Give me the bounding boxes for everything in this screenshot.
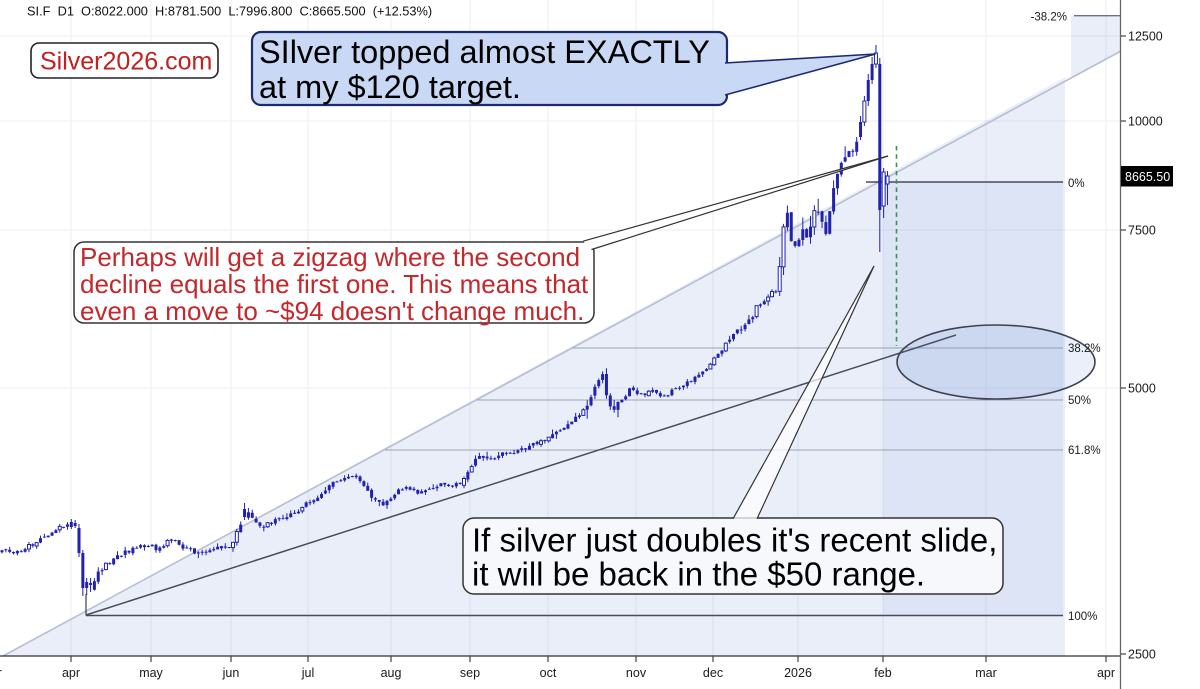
svg-text:apr: apr bbox=[62, 666, 80, 680]
svg-text:at my $120 target.: at my $120 target. bbox=[259, 69, 521, 105]
svg-text:nov: nov bbox=[626, 666, 647, 680]
svg-text:feb: feb bbox=[874, 666, 891, 680]
svg-text:apr: apr bbox=[1097, 666, 1115, 680]
svg-text:100%: 100% bbox=[1068, 611, 1097, 623]
svg-text:it will be back in the $50 ran: it will be back in the $50 range. bbox=[472, 556, 925, 593]
svg-text:-38.2%: -38.2% bbox=[1031, 12, 1067, 24]
svg-text:2500: 2500 bbox=[1128, 648, 1156, 662]
svg-text:8665.50: 8665.50 bbox=[1125, 170, 1170, 184]
svg-text:decline equals the first one.: decline equals the first one. This means… bbox=[80, 269, 589, 299]
svg-text:may: may bbox=[139, 666, 163, 680]
svg-text:If silver just doubles it's re: If silver just doubles it's recent slide… bbox=[472, 522, 997, 559]
svg-text:5000: 5000 bbox=[1128, 382, 1156, 396]
svg-text:61.8%: 61.8% bbox=[1068, 445, 1101, 457]
svg-text:Silver2026.com: Silver2026.com bbox=[40, 48, 212, 76]
svg-text:SI.F D1 O:8022.000 H:8781.5: SI.F D1 O:8022.000 H:8781.500 L:7996.800… bbox=[27, 4, 432, 19]
svg-text:aug: aug bbox=[381, 666, 402, 680]
svg-text:sep: sep bbox=[460, 666, 480, 680]
svg-text:0%: 0% bbox=[1068, 178, 1085, 190]
svg-text:mar: mar bbox=[0, 666, 2, 680]
svg-text:oct: oct bbox=[540, 666, 557, 680]
svg-text:jul: jul bbox=[301, 666, 315, 680]
svg-text:7500: 7500 bbox=[1128, 224, 1156, 238]
svg-text:50%: 50% bbox=[1068, 395, 1091, 407]
svg-text:even a move to ~$94 doesn't ch: even a move to ~$94 doesn't change much. bbox=[80, 296, 584, 326]
svg-text:10000: 10000 bbox=[1128, 115, 1163, 129]
svg-text:Perhaps will get a zigzag wher: Perhaps will get a zigzag where the seco… bbox=[80, 242, 580, 272]
svg-text:38.2%: 38.2% bbox=[1068, 343, 1101, 355]
svg-text:mar: mar bbox=[975, 666, 997, 680]
svg-text:12500: 12500 bbox=[1128, 30, 1163, 44]
svg-text:jun: jun bbox=[222, 666, 240, 680]
svg-text:dec: dec bbox=[703, 666, 723, 680]
svg-text:SIlver topped almost EXACTLY: SIlver topped almost EXACTLY bbox=[259, 34, 710, 70]
svg-text:2026: 2026 bbox=[784, 666, 812, 680]
